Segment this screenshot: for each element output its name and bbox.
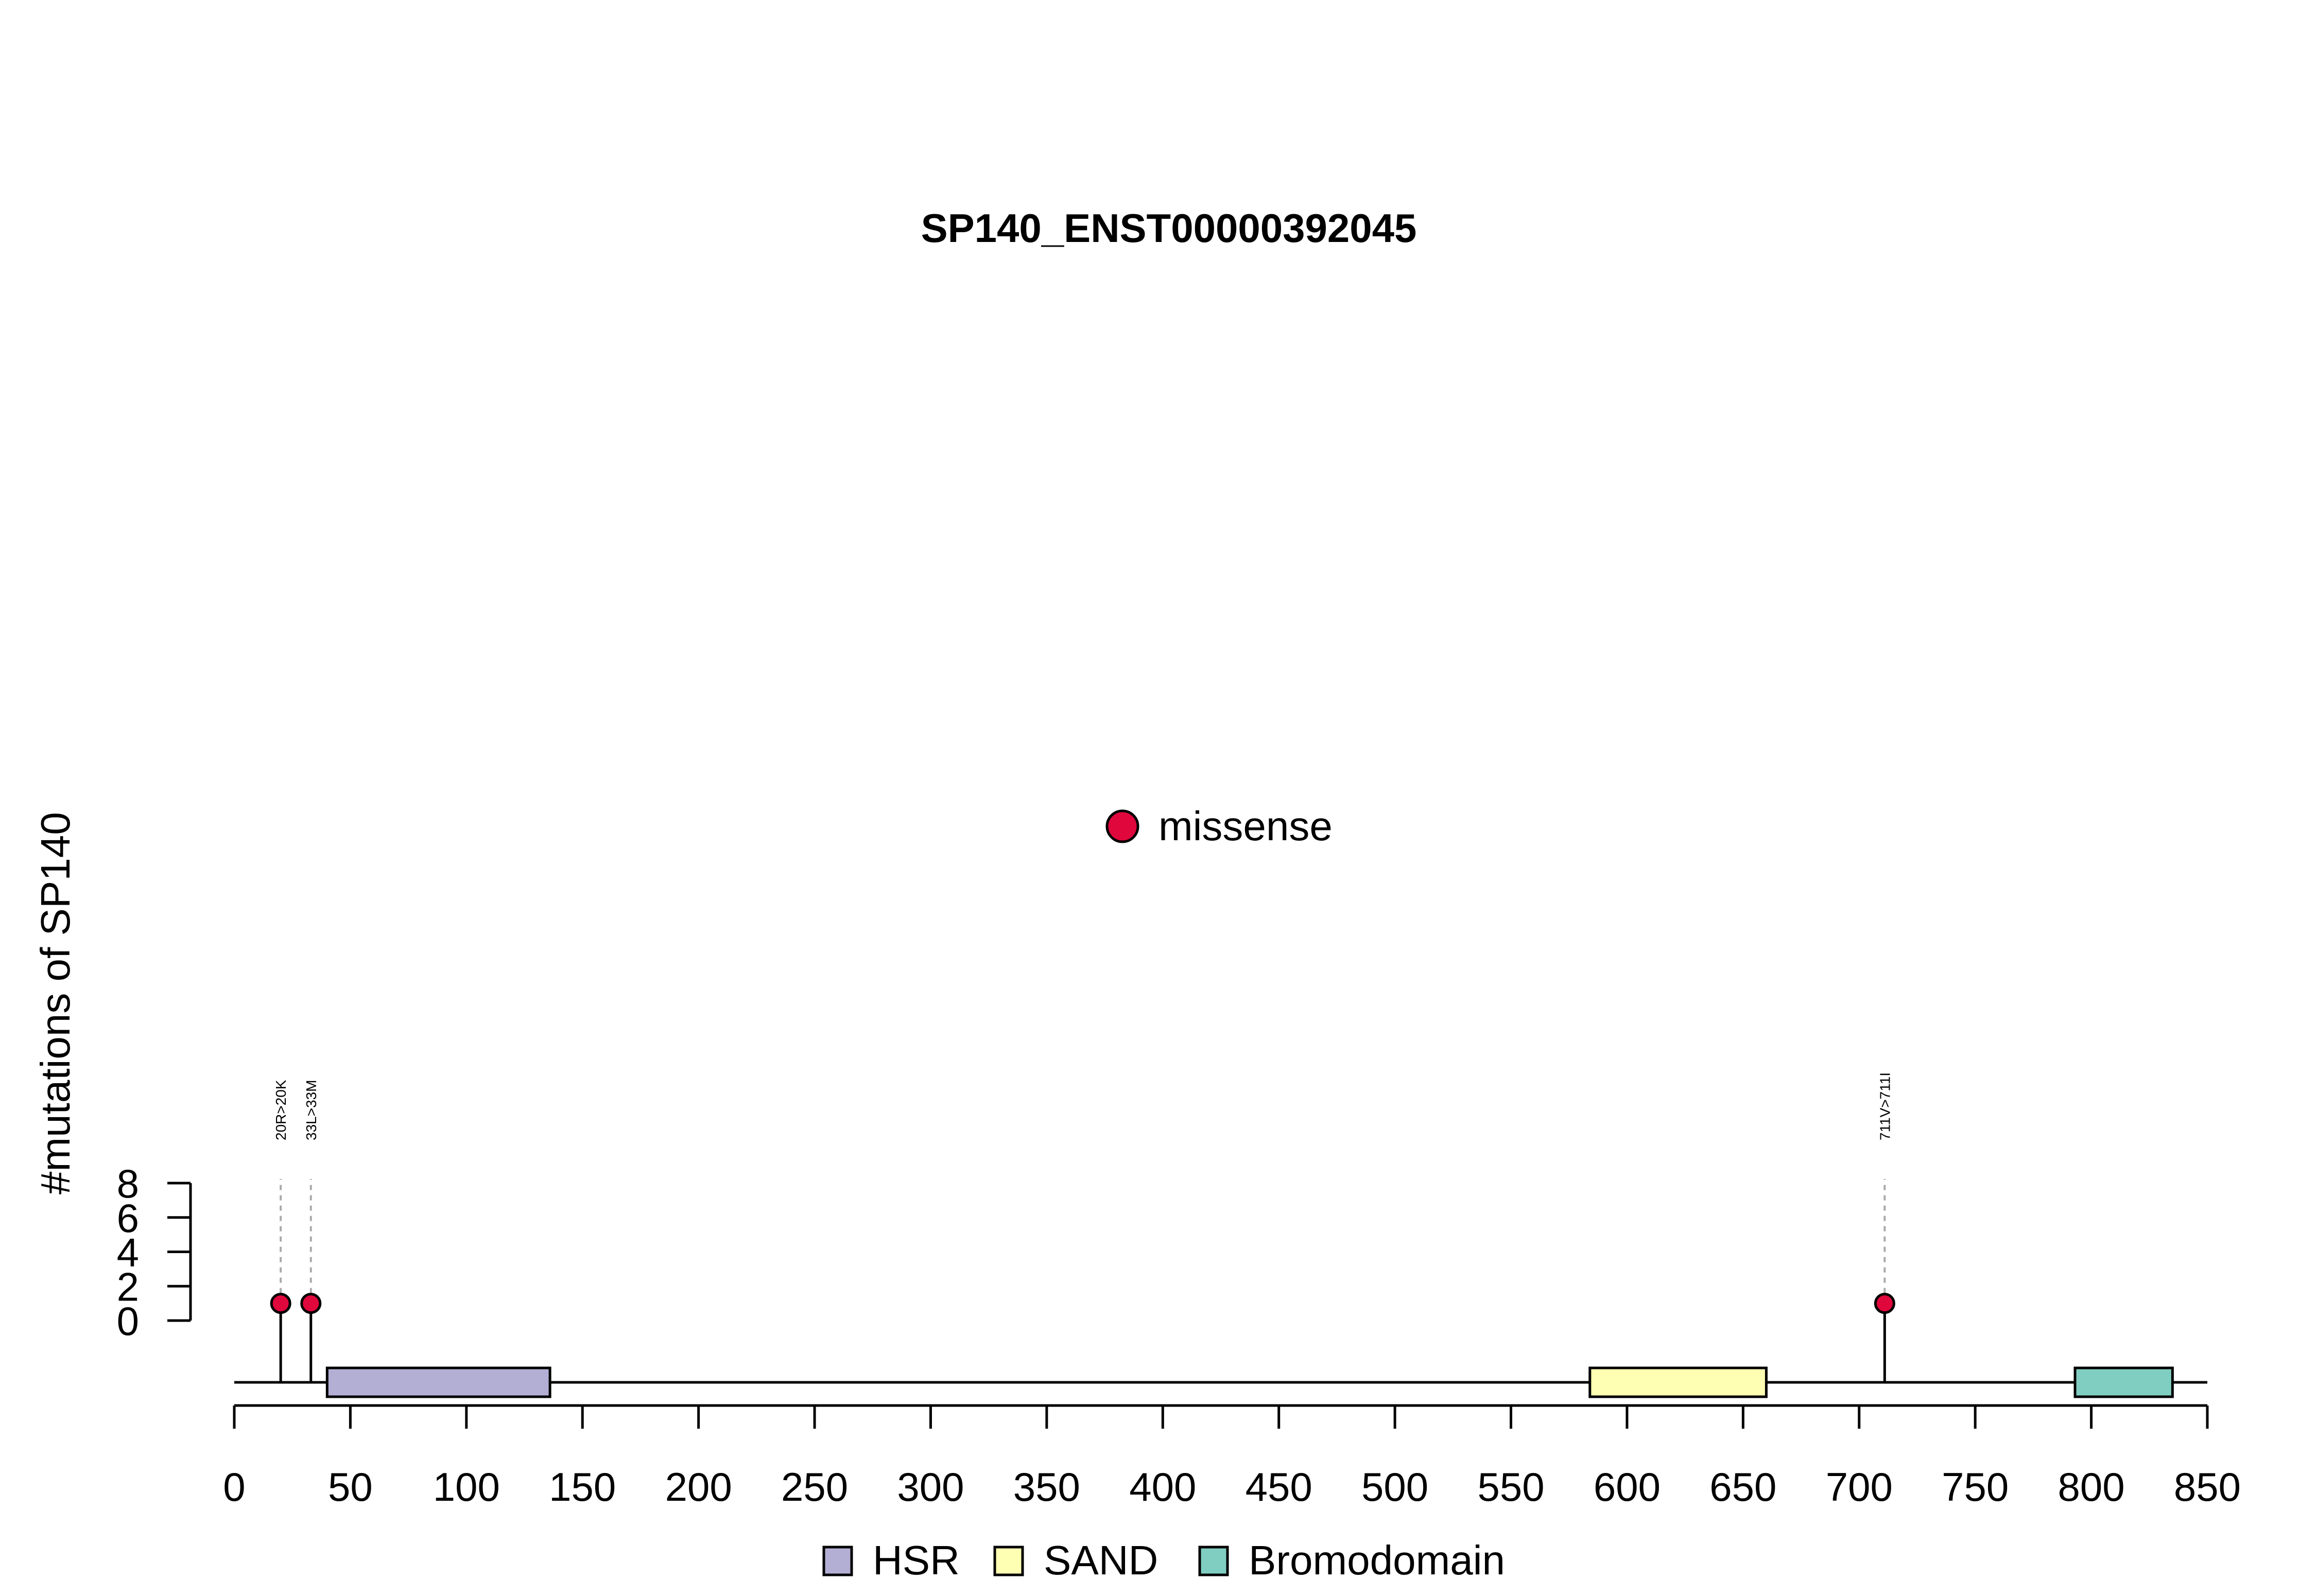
x-tick-label: 800 — [2058, 1464, 2125, 1510]
y-axis-label: #mutations of SP140 — [32, 812, 78, 1194]
missense-legend-marker — [1105, 809, 1139, 843]
mutation-stems: 20R>20K 33L>33M 711V>711I — [270, 1072, 1895, 1382]
legend-swatch-sand — [993, 1546, 1024, 1576]
legend-label-sand: SAND — [1044, 1537, 1158, 1583]
missense-legend-label: missense — [1158, 803, 1333, 849]
domain-bromodomain — [2073, 1366, 2174, 1398]
domain-sand — [1588, 1366, 1768, 1398]
y-tick-label: 4 — [117, 1230, 139, 1275]
mutation-label: 33L>33M — [303, 1080, 319, 1140]
x-tick-label: 750 — [1942, 1464, 2009, 1510]
x-tick-label: 400 — [1129, 1464, 1196, 1510]
domain-legend: HSR SAND Bromodomain — [822, 1537, 1505, 1583]
x-tick-label: 50 — [328, 1464, 373, 1510]
x-tick-label: 700 — [1826, 1464, 1893, 1510]
mutation-label: 711V>711I — [1877, 1072, 1893, 1140]
y-tick-label: 6 — [117, 1195, 139, 1241]
x-tick-label: 650 — [1709, 1464, 1776, 1510]
x-tick-label: 150 — [549, 1464, 616, 1510]
x-tick-label: 500 — [1361, 1464, 1428, 1510]
mutation-point — [270, 1293, 291, 1314]
x-tick-label: 550 — [1477, 1464, 1544, 1510]
domain-layer — [325, 1366, 2174, 1398]
x-tick-label: 100 — [433, 1464, 500, 1510]
mutation-legend: missense — [1105, 803, 1333, 849]
x-axis: 0 50 100 150 200 250 300 350 400 450 500 550 600 650 7… — [223, 1404, 2241, 1510]
legend-label-hsr: HSR — [873, 1537, 960, 1583]
y-tick-label: 8 — [117, 1161, 139, 1206]
x-tick-label: 300 — [897, 1464, 964, 1510]
x-tick-label: 450 — [1246, 1464, 1312, 1510]
y-tick-label: 0 — [117, 1298, 139, 1344]
y-tick-label: 2 — [117, 1264, 139, 1309]
domain-hsr — [325, 1366, 551, 1398]
x-tick-label: 0 — [223, 1464, 245, 1510]
chart-title: SP140_ENST00000392045 — [921, 205, 1417, 251]
x-tick-label: 250 — [781, 1464, 848, 1510]
x-tick-label: 850 — [2174, 1464, 2241, 1510]
x-tick-label: 350 — [1013, 1464, 1080, 1510]
x-tick-label: 600 — [1594, 1464, 1661, 1510]
legend-label-bromodomain: Bromodomain — [1249, 1537, 1505, 1583]
legend-swatch-hsr — [822, 1546, 853, 1576]
mutation-point — [1874, 1293, 1895, 1314]
legend-swatch-bromodomain — [1198, 1546, 1229, 1576]
x-tick-label: 200 — [665, 1464, 732, 1510]
mutation-point — [300, 1293, 322, 1314]
mutation-label: 20R>20K — [273, 1080, 289, 1140]
